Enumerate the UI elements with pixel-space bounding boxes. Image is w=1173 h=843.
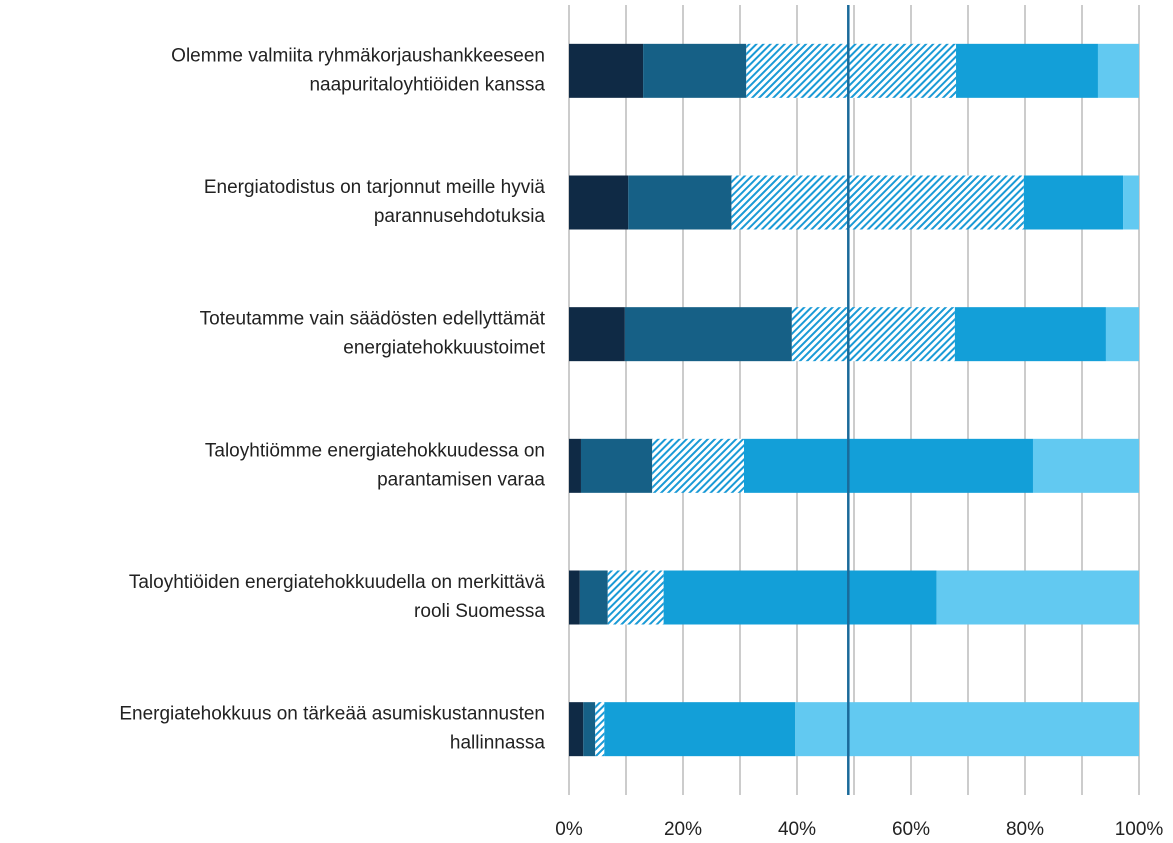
bar-segment [607,570,664,625]
bar-segment [569,43,644,98]
bar-segment [746,43,957,98]
bar-segment [936,570,1139,625]
category-label: Energiatodistus on tarjonnut meille hyvi… [204,177,546,198]
bar-segment [569,307,625,362]
category-label: Olemme valmiita ryhmäkorjaushankkeeseen [171,45,545,66]
bar-segment [595,702,605,757]
bar-segment [569,570,580,625]
category-label: parantamisen varaa [377,469,545,490]
x-tick-label: 0% [555,819,583,840]
x-tick-label: 100% [1115,819,1164,840]
bar-segment [1105,307,1139,362]
category-label: Taloyhtiömme energiatehokkuudessa on [205,440,545,461]
bar-segment [624,307,792,362]
bar-segment [569,702,584,757]
category-label: parannusehdotuksia [374,206,546,227]
bar-segment [628,175,732,230]
bar-segment [795,702,1139,757]
bar-segment [604,702,796,757]
bar-segment [663,570,937,625]
x-tick-label: 40% [778,819,816,840]
category-label: Toteutamme vain säädösten edellyttämät [200,309,546,330]
category-label: Energiatehokkuus on tärkeää asumiskustan… [119,704,545,725]
bar-segment [579,570,608,625]
bar-segment [956,43,1098,98]
bar-segment [1023,175,1124,230]
category-label: naapuritaloyhtiöiden kanssa [309,74,545,95]
bar-segment [731,175,1024,230]
x-tick-label: 80% [1006,819,1044,840]
x-tick-label: 60% [892,819,930,840]
bar-segment [743,438,1033,493]
bar-segment [569,438,581,493]
x-tick-label: 20% [664,819,702,840]
bar-segment [583,702,596,757]
category-label: energiatehokkuustoimet [343,338,545,359]
bar-segment [569,175,629,230]
bar-segment [643,43,747,98]
bar-segment [954,307,1106,362]
bar-segment [1123,175,1139,230]
bar-segment [791,307,955,362]
bar-segment [1097,43,1139,98]
category-label: hallinnassa [450,733,545,754]
category-label: rooli Suomessa [414,601,545,622]
bar-segment [652,438,744,493]
bar-segment [580,438,653,493]
bar-segment [1032,438,1139,493]
category-label: Taloyhtiöiden energiatehokkuudella on me… [129,572,546,593]
